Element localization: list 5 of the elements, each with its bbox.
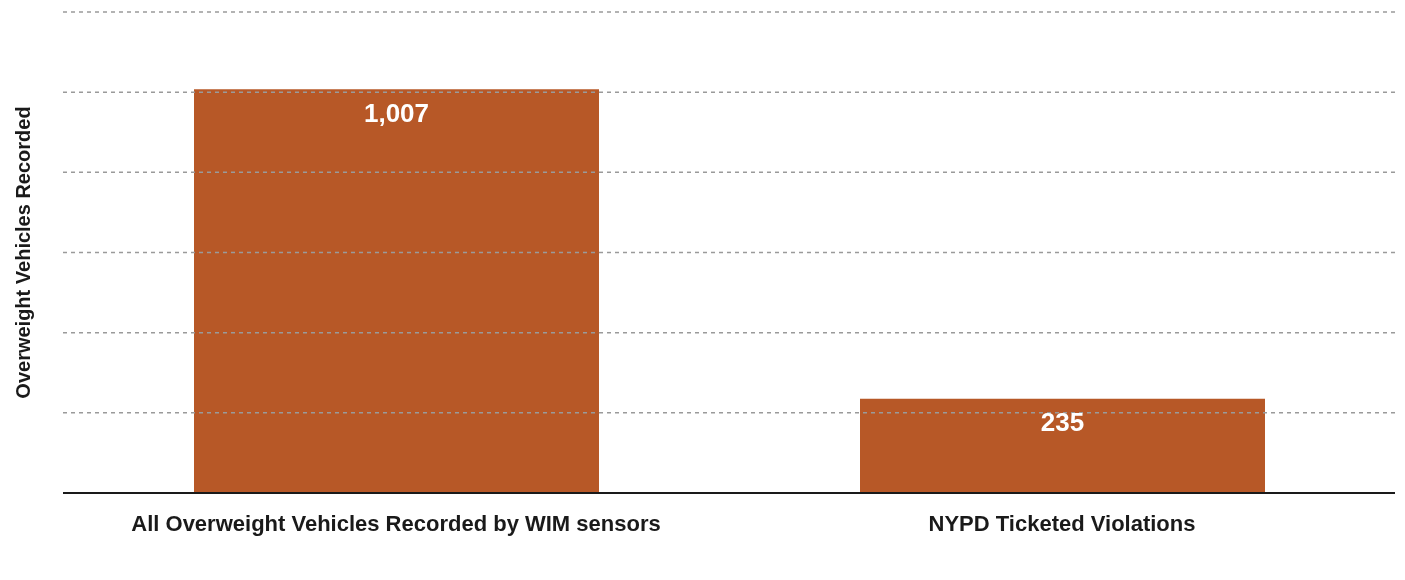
data-label: 235: [1040, 407, 1085, 438]
y-axis-title: Overweight Vehicles Recorded: [12, 106, 35, 399]
x-tick-label: All Overweight Vehicles Recorded by WIM sensors: [131, 510, 661, 536]
x-tick-label: NYPD Ticketed Violations: [928, 510, 1196, 536]
data-label: 1,007: [363, 97, 430, 128]
